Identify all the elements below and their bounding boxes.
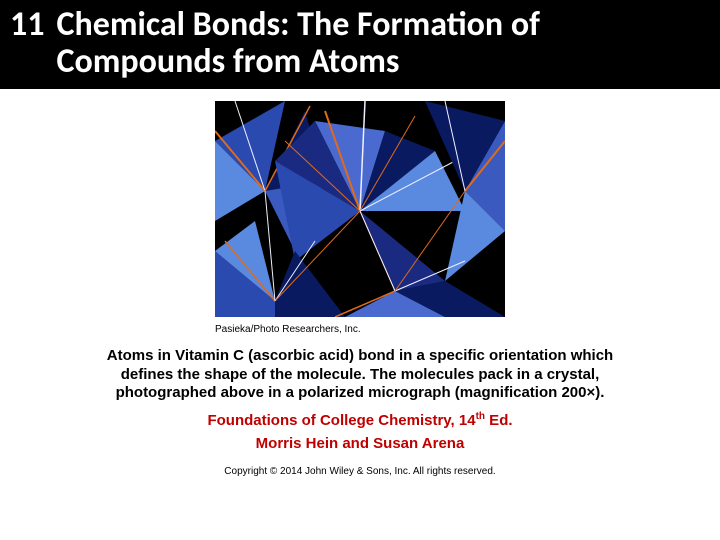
- copyright: Copyright © 2014 John Wiley & Sons, Inc.…: [0, 466, 720, 477]
- image-caption: Atoms in Vitamin C (ascorbic acid) bond …: [80, 347, 640, 403]
- book-title-text: Foundations of College Chemistry, 14: [207, 412, 475, 429]
- crystal-micrograph-image: [215, 101, 505, 317]
- book-title: Foundations of College Chemistry, 14th E…: [0, 411, 720, 429]
- image-credit: Pasieka/Photo Researchers, Inc.: [215, 324, 505, 335]
- edition-label: Ed.: [485, 412, 513, 429]
- edition-suffix: th: [476, 411, 485, 422]
- slide-title: Chemical Bonds: The Formation of Compoun…: [56, 6, 710, 81]
- authors: Morris Hein and Susan Arena: [0, 435, 720, 452]
- image-container: Pasieka/Photo Researchers, Inc.: [0, 101, 720, 335]
- slide-header: 11 Chemical Bonds: The Formation of Comp…: [0, 0, 720, 89]
- chapter-number: 11: [10, 6, 44, 43]
